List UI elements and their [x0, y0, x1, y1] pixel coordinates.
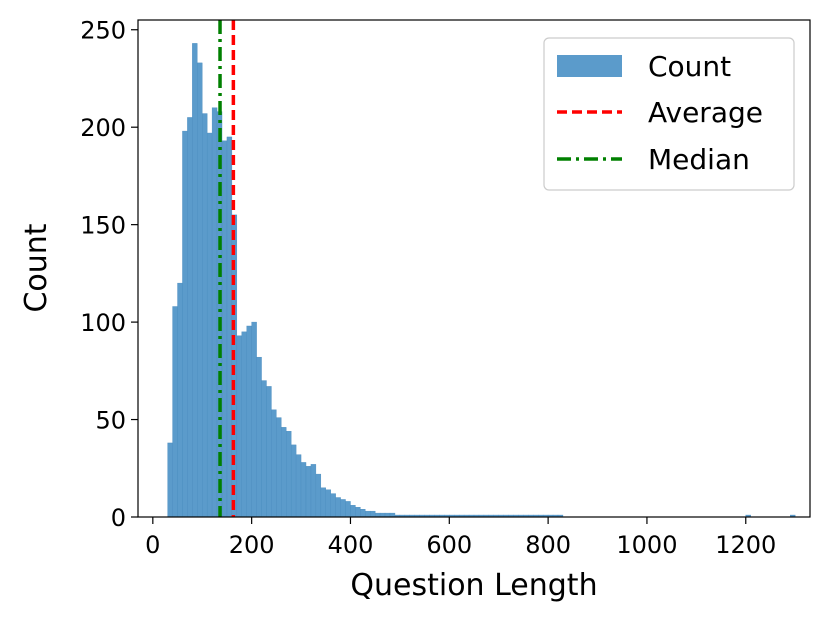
histogram-bar [325, 489, 331, 518]
histogram-bar [211, 107, 218, 518]
histogram-bar [360, 509, 366, 518]
y-axis-ticks: 0 50 100 150 200 250 [80, 17, 138, 532]
histogram-bar [197, 62, 203, 518]
histogram-bar [305, 466, 312, 518]
histogram-bar [315, 473, 322, 518]
x-tick-label: 800 [525, 531, 571, 559]
histogram-bar [300, 462, 307, 518]
histogram-bar [350, 505, 356, 518]
y-axis-label: Count [19, 223, 54, 312]
y-tick-label: 250 [80, 17, 126, 45]
legend-count-swatch [557, 55, 622, 77]
histogram-bar [370, 510, 376, 518]
y-tick-label: 100 [80, 309, 126, 337]
histogram-bar [236, 335, 242, 518]
histogram-bar [335, 497, 341, 518]
histogram-bar [182, 130, 188, 518]
histogram-bar [256, 356, 262, 518]
histogram-bar [345, 501, 351, 518]
histogram-bar [241, 331, 247, 518]
x-tick-label: 400 [328, 531, 374, 559]
histogram-bar [355, 507, 361, 518]
histogram-bar [167, 442, 173, 518]
y-tick-label: 0 [111, 504, 126, 532]
plot-frame [137, 19, 811, 518]
legend: Count Average Median [543, 37, 795, 191]
histogram-bar [295, 454, 302, 518]
histogram-bar [330, 493, 336, 518]
reference-lines [218, 20, 236, 517]
x-tick-label: 1000 [616, 531, 677, 559]
histogram-bar [202, 113, 208, 518]
histogram-bar [290, 444, 297, 518]
histogram-bar [206, 132, 213, 518]
y-tick-label: 150 [80, 212, 126, 240]
legend-average-label: Average [648, 96, 763, 129]
legend-count-label: Count [648, 50, 731, 83]
x-tick-label: 600 [426, 531, 472, 559]
x-tick-label: 200 [229, 531, 275, 559]
histogram-bar [172, 306, 178, 518]
y-tick-label: 200 [80, 114, 126, 142]
x-axis-ticks: 0 200 400 600 800 1000 1200 [145, 517, 776, 559]
histogram-bar [271, 409, 277, 518]
x-tick-label: 1200 [715, 531, 776, 559]
x-tick-label: 0 [145, 531, 160, 559]
histogram-bar [365, 510, 371, 518]
histogram-bar [246, 325, 252, 518]
histogram-bar [226, 136, 233, 518]
histogram-bar [192, 43, 198, 518]
histogram-bar [177, 282, 183, 518]
histogram-bar [261, 380, 267, 518]
histogram-bar [310, 464, 317, 518]
histogram-bar [320, 487, 326, 518]
legend-median-label: Median [648, 143, 750, 176]
histogram-bar [187, 117, 193, 518]
histogram-bar [266, 386, 272, 518]
histogram-bar [286, 431, 292, 518]
y-tick-label: 50 [95, 407, 126, 435]
histogram-bar [251, 321, 257, 518]
histogram-bar [281, 427, 287, 518]
histogram-bar [221, 140, 228, 518]
histogram-bar [276, 417, 282, 518]
x-axis-label: Question Length [350, 568, 597, 603]
histogram-bar [340, 499, 346, 518]
